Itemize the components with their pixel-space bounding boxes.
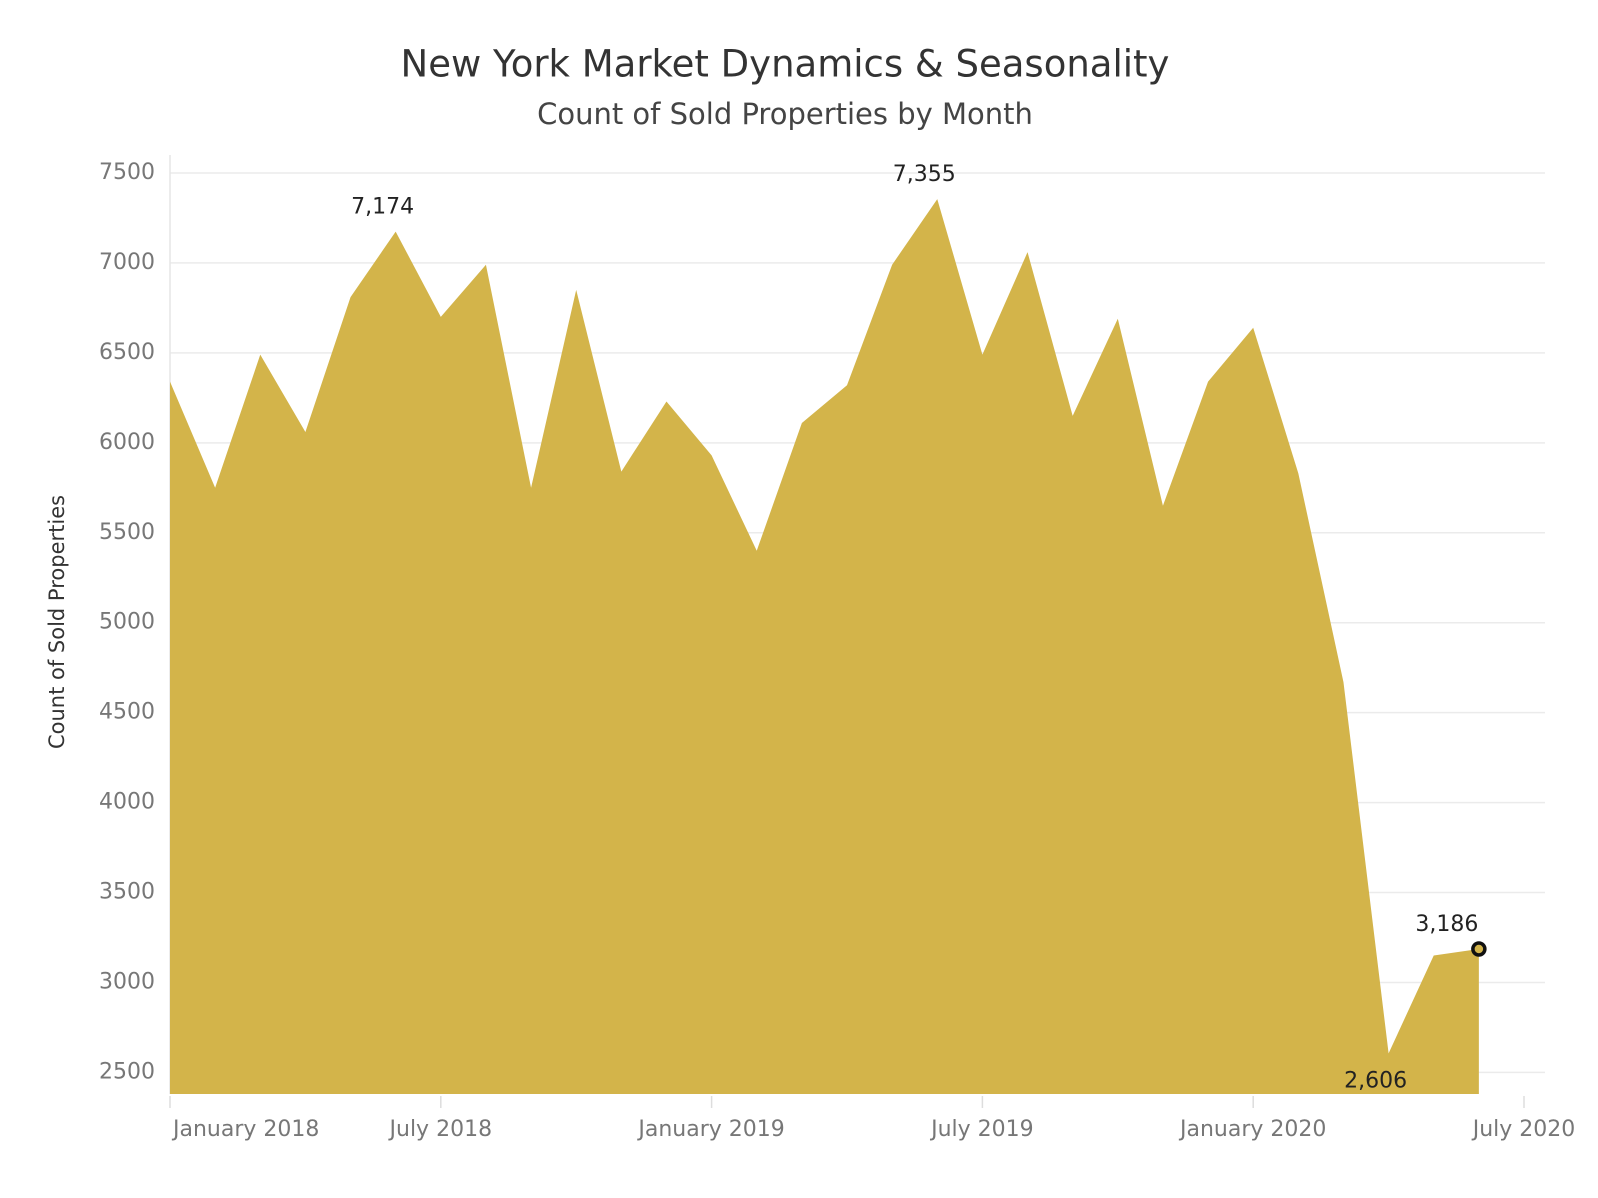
x-tick-label: January 2018 [171,1117,319,1142]
data-label: 7,355 [893,162,956,187]
y-tick-label: 3000 [99,969,155,994]
highlight-point [1471,941,1487,957]
y-tick-label: 6000 [99,430,155,455]
area [170,199,1479,1094]
y-axis-label: Count of Sold Properties [45,495,69,749]
x-tick-label: January 2019 [636,1117,784,1142]
data-label: 2,606 [1344,1068,1407,1093]
y-tick-label: 7000 [99,250,155,275]
y-tick-label: 2500 [99,1059,155,1084]
y-tick-label: 4500 [99,700,155,725]
x-tick-label: January 2020 [1178,1117,1326,1142]
y-tick-label: 5500 [99,520,155,545]
y-tick-label: 5000 [99,610,155,635]
y-tick-label: 4000 [99,790,155,815]
data-label: 7,174 [351,195,414,220]
x-tick-label: July 2018 [388,1117,493,1142]
y-tick-label: 6500 [99,340,155,365]
chart-subtitle: Count of Sold Properties by Month [537,97,1033,131]
x-tick-label: July 2019 [929,1117,1034,1142]
y-tick-label: 3500 [99,880,155,905]
chart-title: New York Market Dynamics & Seasonality [401,43,1170,86]
x-tick-label: July 2020 [1471,1117,1576,1142]
y-tick-label: 7500 [99,160,155,185]
data-label: 3,186 [1415,912,1478,937]
